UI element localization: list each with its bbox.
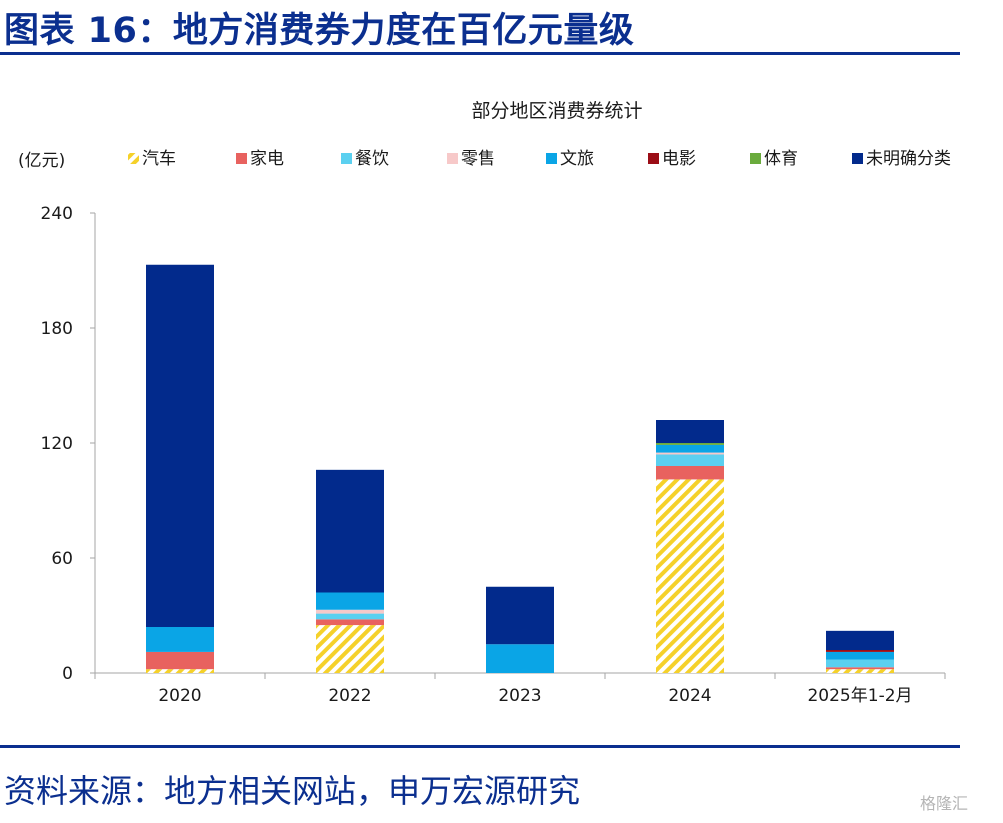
bar-segment-未明确分类-2022 [316, 469, 384, 593]
legend-swatch [341, 153, 352, 164]
legend-swatch [546, 153, 557, 164]
bar-segment-家电-2024 [656, 466, 724, 480]
y-tick-label: 0 [62, 664, 73, 684]
bar-segment-文旅-2022 [316, 592, 384, 610]
y-tick-label: 120 [41, 434, 73, 454]
legend-swatch [852, 153, 863, 164]
y-unit-label: (亿元) [18, 151, 65, 171]
y-tick-label: 60 [51, 549, 73, 569]
x-tick-label: 2024 [668, 686, 711, 706]
bar-segment-餐饮-2022 [316, 613, 384, 620]
bar-segment-汽车-2022 [316, 625, 384, 673]
top-rule [0, 52, 960, 55]
legend-label: 未明确分类 [866, 149, 951, 169]
watermark-logo: 格隆汇 [920, 794, 969, 813]
x-tick-label: 2022 [328, 686, 371, 706]
bar-segment-体育-2024 [656, 443, 724, 445]
bar-segment-未明确分类-2020 [146, 264, 214, 627]
x-tick-label: 2023 [498, 686, 541, 706]
legend-label: 电影 [662, 149, 696, 169]
bar-segment-未明确分类-2024 [656, 420, 724, 443]
bottom-rule [0, 745, 960, 748]
bar-segment-餐饮-2025年1-2月 [826, 659, 894, 668]
bar-segment-家电-2022 [316, 619, 384, 626]
y-tick-label: 180 [41, 319, 73, 339]
legend-swatch [128, 153, 139, 164]
bar-segment-汽车-2024 [656, 479, 724, 673]
bar-segment-文旅-2024 [656, 444, 724, 453]
bar-segment-汽车-2020 [146, 669, 214, 673]
legend-label: 文旅 [560, 149, 594, 169]
legend-label: 零售 [461, 149, 495, 169]
x-tick-label: 2020 [158, 686, 201, 706]
bar-segment-零售-2024 [656, 452, 724, 455]
bar-segment-电影-2025年1-2月 [826, 650, 894, 652]
bars [146, 264, 894, 673]
legend-swatch [236, 153, 247, 164]
legend-label: 体育 [764, 149, 798, 169]
bar-segment-汽车-2025年1-2月 [826, 669, 894, 673]
legend-swatch [648, 153, 659, 164]
bar-segment-家电-2025年1-2月 [826, 667, 894, 670]
legend-label: 汽车 [142, 149, 176, 169]
bar-segment-餐饮-2024 [656, 454, 724, 466]
bar-segment-家电-2020 [146, 651, 214, 670]
bar-segment-零售-2022 [316, 609, 384, 614]
legend-swatch [447, 153, 458, 164]
figure-title: 图表 16：地方消费券力度在百亿元量级 [4, 11, 635, 51]
chart-title: 部分地区消费券统计 [471, 100, 642, 122]
x-tick-label: 2025年1-2月 [807, 686, 912, 706]
bar-segment-文旅-2020 [146, 627, 214, 652]
bar-segment-未明确分类-2025年1-2月 [826, 630, 894, 650]
x-tick-labels: 2020 2022 2023 2024 2025年1-2月 [158, 686, 912, 706]
bar-segment-未明确分类-2023 [486, 586, 554, 645]
legend: 汽车 家电 餐饮 零售 文旅 电影 体育 未明确分类 [128, 149, 951, 169]
y-tick-label: 240 [41, 204, 73, 224]
source-note: 资料来源：地方相关网站，申万宏源研究 [4, 772, 581, 810]
axes: 0 60 120 180 240 [41, 204, 946, 684]
legend-swatch [750, 153, 761, 164]
bar-segment-文旅-2025年1-2月 [826, 651, 894, 660]
bar-segment-文旅-2023 [486, 644, 554, 673]
legend-label: 家电 [250, 149, 284, 169]
legend-label: 餐饮 [355, 149, 389, 169]
